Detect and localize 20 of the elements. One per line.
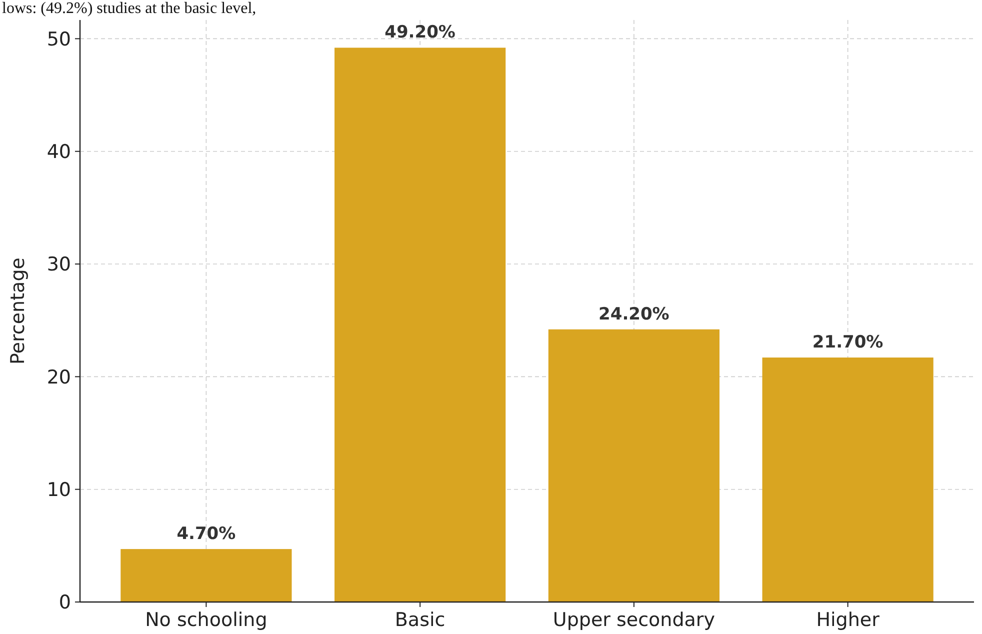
y-tick-label: 40: [46, 141, 71, 164]
y-tick-label: 0: [58, 592, 71, 614]
bar: [334, 48, 506, 602]
bar: [762, 358, 934, 602]
bar: [548, 329, 720, 602]
data-label: 4.70%: [176, 524, 236, 544]
bar: [120, 549, 292, 602]
data-label: 21.70%: [812, 332, 884, 353]
y-tick-label: 30: [46, 254, 71, 276]
y-tick-label: 10: [46, 478, 71, 501]
text: lows: (49.2%) studies at the basic level,: [2, 0, 256, 17]
x-tick-label: Upper secondary: [552, 609, 715, 631]
data-label: 49.20%: [384, 22, 456, 43]
y-tick-label: 20: [46, 366, 71, 388]
x-tick-label: Basic: [394, 609, 446, 631]
x-tick-label: Higher: [816, 609, 880, 631]
x-tick-label: No schooling: [145, 609, 268, 631]
data-label: 24.20%: [598, 304, 670, 324]
y-axis-title: Percentage: [7, 258, 29, 364]
y-tick-label: 50: [46, 28, 71, 50]
